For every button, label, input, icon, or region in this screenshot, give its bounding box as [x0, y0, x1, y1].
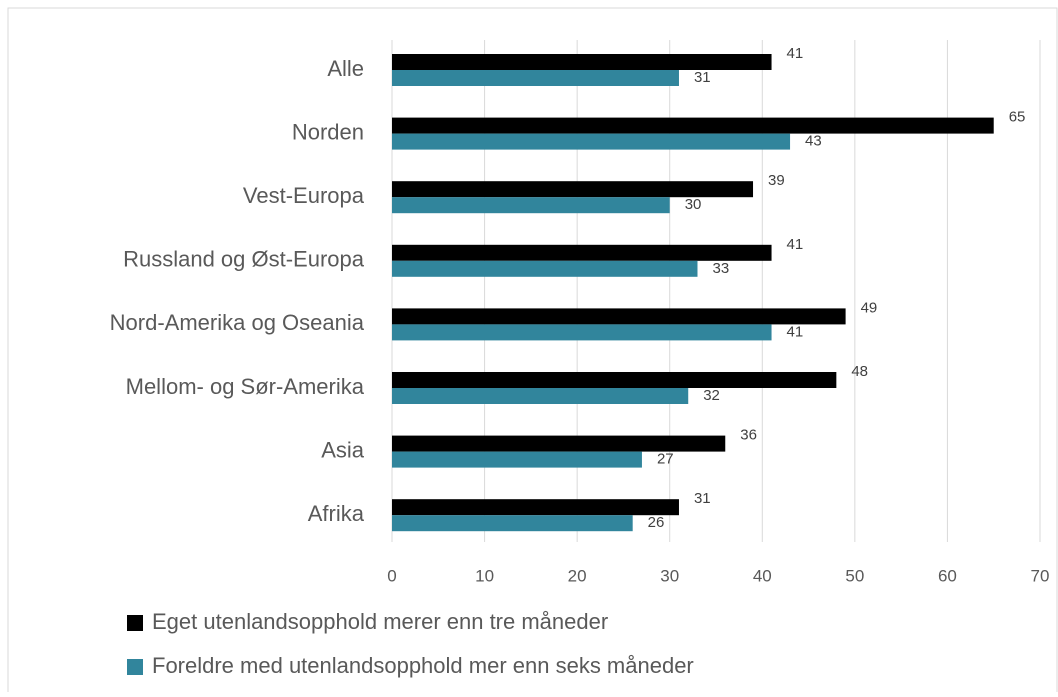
category-label: Asia — [321, 437, 365, 462]
data-label: 49 — [861, 299, 878, 316]
bar — [392, 308, 846, 325]
bar — [392, 388, 689, 404]
legend-label: Eget utenlandsopphold merer enn tre måne… — [152, 609, 608, 634]
x-tick-label: 40 — [753, 566, 772, 585]
bar — [392, 499, 679, 516]
data-label: 65 — [1009, 109, 1026, 126]
chart-frame — [7, 7, 1058, 697]
bar — [392, 197, 670, 214]
data-label: 32 — [703, 387, 720, 404]
category-label: Mellom- og Sør-Amerika — [126, 374, 365, 399]
legend-swatch — [127, 659, 143, 675]
bar — [392, 260, 698, 277]
data-label: 31 — [694, 69, 711, 86]
bar — [392, 324, 772, 341]
data-label: 41 — [787, 45, 804, 62]
data-label: 41 — [787, 236, 804, 253]
data-label: 27 — [657, 451, 674, 468]
x-tick-label: 50 — [845, 566, 864, 585]
bar — [392, 435, 726, 452]
x-tick-label: 10 — [475, 566, 494, 585]
data-label: 36 — [740, 427, 757, 444]
bar — [392, 54, 772, 70]
x-tick-label: 30 — [660, 566, 679, 585]
category-label: Norden — [292, 119, 364, 144]
bar — [392, 451, 642, 468]
bar — [392, 117, 994, 134]
bar — [392, 372, 837, 388]
legend-label: Foreldre med utenlandsopphold mer enn se… — [152, 653, 694, 678]
bar — [392, 181, 754, 198]
bar — [392, 515, 633, 532]
category-label: Afrika — [308, 501, 365, 526]
x-tick-label: 60 — [938, 566, 957, 585]
data-label: 48 — [851, 363, 868, 380]
data-label: 30 — [685, 196, 702, 213]
x-tick-label: 0 — [387, 566, 396, 585]
x-tick-label: 70 — [1031, 566, 1050, 585]
legend-swatch — [127, 615, 143, 631]
bar — [392, 70, 679, 86]
data-label: 39 — [768, 172, 785, 189]
bar — [392, 244, 772, 261]
category-label: Alle — [327, 56, 364, 81]
data-label: 31 — [694, 490, 711, 507]
category-label: Vest-Europa — [243, 183, 365, 208]
data-label: 43 — [805, 133, 822, 150]
data-label: 33 — [712, 260, 729, 277]
data-label: 26 — [648, 514, 665, 531]
data-label: 41 — [787, 323, 804, 340]
category-label: Nord-Amerika og Oseania — [110, 310, 365, 335]
x-tick-label: 20 — [568, 566, 587, 585]
category-label: Russland og Øst-Europa — [123, 247, 365, 272]
bar — [392, 133, 791, 150]
